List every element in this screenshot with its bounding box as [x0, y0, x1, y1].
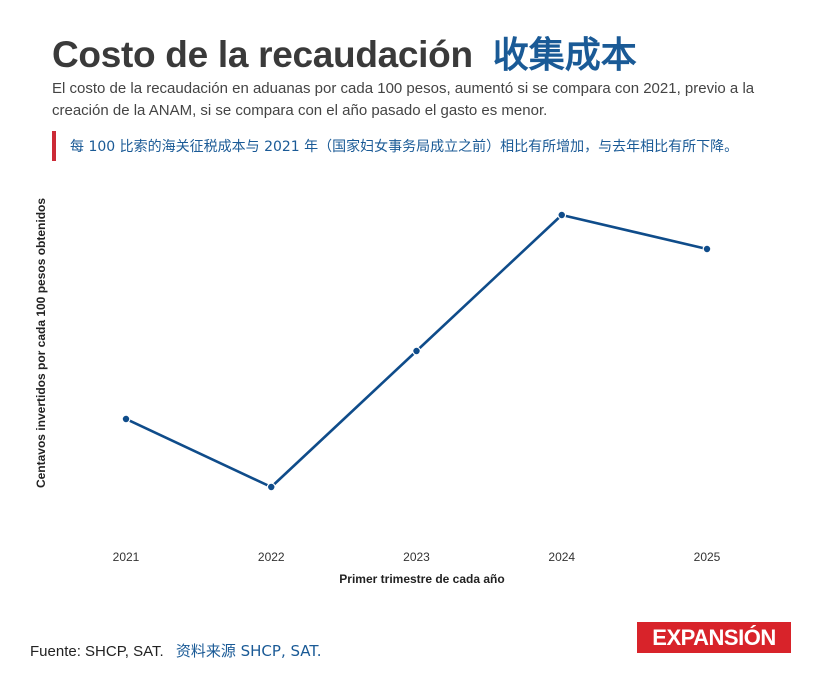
chart-title: Costo de la recaudación 收集成本 — [52, 26, 637, 76]
series-group — [121, 210, 712, 492]
chinese-note: 每 100 比索的海关征税成本与 2021 年（国家妇女事务局成立之前）相比有所… — [52, 131, 738, 161]
x-tick-label: 2022 — [258, 550, 285, 564]
x-tick-label: 2024 — [548, 550, 575, 564]
x-axis-ticks: 2021 2022 2023 2024 2025 — [113, 550, 721, 564]
chart-svg: Centavos invertidos por cada 100 pesos o… — [34, 198, 721, 586]
data-point[interactable] — [121, 414, 131, 424]
data-point[interactable] — [557, 210, 567, 220]
x-axis-label: Primer trimestre de cada año — [339, 572, 504, 586]
chart-subtitle: El costo de la recaudación en aduanas po… — [52, 80, 755, 119]
title-spanish: Costo de la recaudación — [52, 34, 473, 75]
line-chart: Centavos invertidos por cada 100 pesos o… — [0, 170, 820, 590]
data-point[interactable] — [266, 482, 276, 492]
chinese-note-text: 每 100 比索的海关征税成本与 2021 年（国家妇女事务局成立之前）相比有所… — [70, 139, 739, 155]
x-tick-label: 2021 — [113, 550, 140, 564]
data-point[interactable] — [412, 346, 421, 356]
source-chinese: 资料来源 SHCP, SAT. — [175, 642, 322, 660]
y-axis-label: Centavos invertidos por cada 100 pesos o… — [34, 198, 48, 488]
x-tick-label: 2025 — [694, 550, 721, 564]
source-spanish: Fuente: SHCP, SAT. — [30, 643, 164, 660]
x-tick-label: 2023 — [403, 550, 430, 564]
title-chinese: 收集成本 — [492, 35, 637, 76]
expansion-logo: EXPANSIÓN — [637, 622, 791, 653]
source-footer: Fuente: SHCP, SAT. 资料来源 SHCP, SAT. — [30, 640, 322, 661]
data-point[interactable] — [702, 244, 712, 254]
